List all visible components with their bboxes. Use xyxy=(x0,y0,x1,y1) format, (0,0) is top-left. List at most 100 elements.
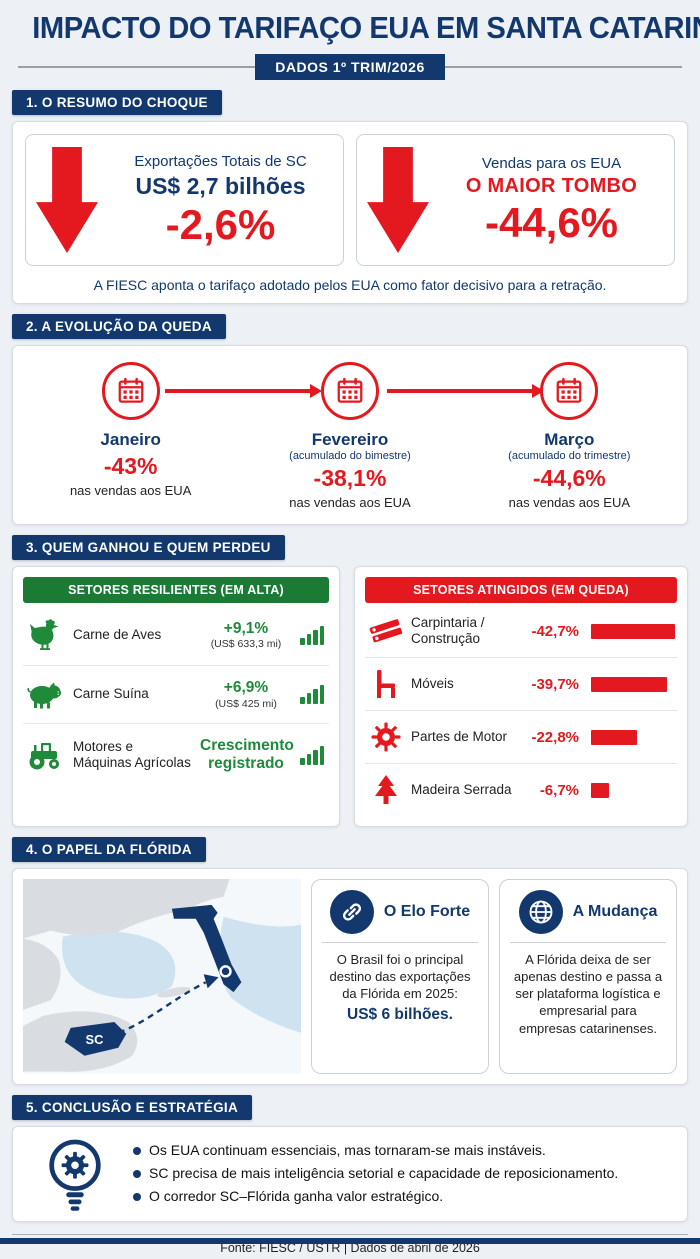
globe-icon xyxy=(518,890,563,934)
month-label: Janeiro xyxy=(100,430,161,449)
loss-bar xyxy=(591,676,667,692)
atlantic-water xyxy=(219,916,301,1033)
usa-sales-pct: -44,6% xyxy=(484,198,619,246)
sector-label: Madeira Serrada xyxy=(411,782,512,798)
month-caption: nas vendas aos EUA xyxy=(508,495,631,510)
sector-value: -22,8% xyxy=(531,728,579,746)
exports-pct: -2,6% xyxy=(165,200,276,248)
tree-icon xyxy=(367,774,405,806)
sector-detail: (US$ 633,3 mi) xyxy=(210,638,282,651)
panel-body: A Flórida deixa de ser apenas destino e … xyxy=(513,952,663,1036)
month-caption: nas vendas aos EUA xyxy=(69,483,192,498)
florida-shape xyxy=(171,904,242,993)
sector-label: Carne Suína xyxy=(73,686,149,702)
month-subnote: (acumulado do bimestre) xyxy=(289,450,411,462)
gulf-water xyxy=(62,931,176,999)
calendar-icon xyxy=(540,362,599,420)
section4-card: SC O Elo Forte O Brasil foi o principal … xyxy=(12,868,688,1085)
exports-label: Exportações Totais de SC xyxy=(134,152,307,170)
loser-row: Móveis -39,7% xyxy=(365,658,677,711)
tractor-icon xyxy=(25,739,65,771)
month-pct: -44,6% xyxy=(532,465,606,491)
total-exports-panel: Exportações Totais de SC US$ 2,7 bilhões… xyxy=(25,134,344,266)
down-arrow-icon xyxy=(36,147,98,253)
sector-label: Carpintaria / Construção xyxy=(411,615,485,646)
conclusion-item: SC precisa de mais inteligência setorial… xyxy=(131,1165,673,1183)
losers-header: SETORES ATINGIDOS (EM QUEDA) xyxy=(365,577,677,603)
lumber-icon xyxy=(367,615,405,647)
timeline-arrow xyxy=(165,384,322,398)
sector-value: -6,7% xyxy=(539,781,579,799)
panel-title: A Mudança xyxy=(572,903,658,920)
elo-forte-panel: O Elo Forte O Brasil foi o principal des… xyxy=(311,879,489,1074)
divider-line xyxy=(18,66,256,68)
pig-icon xyxy=(25,679,65,709)
loss-bar xyxy=(591,729,637,745)
loser-row: Madeira Serrada -6,7% xyxy=(365,764,677,816)
sc-shape xyxy=(64,1021,127,1056)
divider-line xyxy=(444,66,682,68)
cuba-land xyxy=(157,986,191,998)
mudanca-panel: A Mudança A Flórida deixa de ser apenas … xyxy=(499,879,677,1074)
calendar-icon xyxy=(320,362,379,420)
exports-value: US$ 2,7 bilhões xyxy=(135,172,306,199)
sector-value: Crescimento registrado xyxy=(200,736,294,773)
period-badge: DADOS 1º TRIM/2026 xyxy=(255,54,445,80)
loser-row: Carpintaria / Construção -42,7% xyxy=(365,605,677,658)
bar-chart-icon xyxy=(300,625,327,645)
sector-value: +9,1% xyxy=(223,619,269,637)
panel-title: O Elo Forte xyxy=(383,903,471,920)
trade-route-dashed-arrow xyxy=(108,981,207,1038)
usa-sales-value: O MAIOR TOMBO xyxy=(465,174,638,197)
conclusion-list: Os EUA continuam essenciais, mas tornara… xyxy=(131,1137,673,1211)
month-label: Fevereiro xyxy=(311,430,389,449)
lightbulb-gear-icon xyxy=(27,1133,123,1215)
mexico-land xyxy=(23,938,61,1011)
section1-header: 1. O RESUMO DO CHOQUE xyxy=(12,90,222,115)
infographic-page: IMPACTO DO TARIFAÇO EUA EM SANTA CATARIN… xyxy=(12,0,700,1259)
conclusion-item: Os EUA continuam essenciais, mas tornara… xyxy=(131,1142,673,1160)
chicken-icon xyxy=(25,618,65,652)
bar-chart-icon xyxy=(300,745,327,765)
north-america-land xyxy=(23,879,230,939)
sc-label: SC xyxy=(86,1032,104,1047)
section2-card: Janeiro -43% nas vendas aos EUA Fevereir… xyxy=(12,345,688,525)
section1-note: A FIESC aponta o tarifaço adotado pelos … xyxy=(93,277,607,293)
winner-row: Carne Suína +6,9% (US$ 425 mi) xyxy=(23,666,329,724)
section2-header: 2. A EVOLUÇÃO DA QUEDA xyxy=(12,314,226,339)
subtitle-row: DADOS 1º TRIM/2026 xyxy=(18,54,682,80)
calendar-icon xyxy=(101,362,160,420)
bottom-accent-bar xyxy=(0,1238,700,1244)
loss-bar xyxy=(591,623,675,639)
sector-detail: (US$ 425 mi) xyxy=(215,697,277,710)
sector-value: -42,7% xyxy=(531,622,579,640)
gear-icon xyxy=(367,721,405,753)
chair-icon xyxy=(367,668,405,700)
timeline-arrow xyxy=(387,384,544,398)
bar-chart-icon xyxy=(300,684,327,704)
loss-bar xyxy=(591,782,609,798)
sector-value: +6,9% xyxy=(223,679,269,696)
usa-sales-panel: Vendas para os EUA O MAIOR TOMBO -44,6% xyxy=(356,134,675,266)
winner-row: Carne de Aves +9,1% (US$ 633,3 mi) xyxy=(23,605,329,666)
winners-header: SETORES RESILIENTES (EM ALTA) xyxy=(23,577,329,603)
chain-link-icon xyxy=(329,890,374,934)
page-title: IMPACTO DO TARIFAÇO EUA EM SANTA CATARIN… xyxy=(32,10,700,45)
winners-card: SETORES RESILIENTES (EM ALTA) Carne de A… xyxy=(12,566,340,827)
month-caption: nas vendas aos EUA xyxy=(289,495,411,510)
section3-header: 3. QUEM GANHOU E QUEM PERDEU xyxy=(12,535,285,560)
down-arrow-icon xyxy=(367,147,429,253)
milestone-january: Janeiro -43% nas vendas aos EUA xyxy=(21,362,240,510)
conclusion-item: O corredor SC–Flórida ganha valor estrat… xyxy=(131,1188,673,1206)
milestone-february: Fevereiro (acumulado do bimestre) -38,1%… xyxy=(240,362,459,510)
section4-header: 4. O PAPEL DA FLÓRIDA xyxy=(12,837,206,862)
month-label: Março xyxy=(544,430,595,449)
sector-label: Motores e Máquinas Agrícolas xyxy=(73,739,191,771)
florida-marker xyxy=(219,965,232,978)
milestone-march: Março (acumulado do trimestre) -44,6% na… xyxy=(460,362,679,510)
panel-highlight: US$ 6 bilhões. xyxy=(347,1006,453,1024)
section5-card: Os EUA continuam essenciais, mas tornara… xyxy=(12,1125,688,1222)
route-arrowhead xyxy=(203,974,219,989)
sector-label: Móveis xyxy=(411,676,454,692)
section5-header: 5. CONCLUSÃO E ESTRATÉGIA xyxy=(12,1094,253,1120)
